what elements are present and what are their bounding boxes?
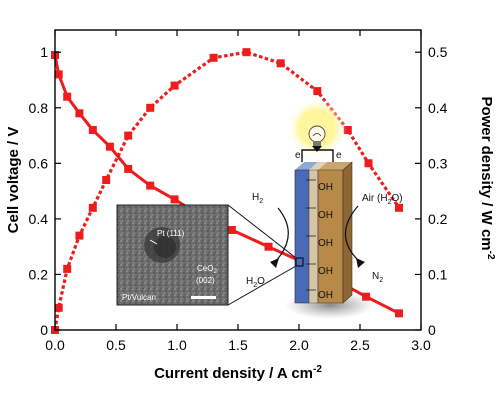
- data-point-power-density: [124, 131, 133, 140]
- x-tick-label: 1.5: [228, 337, 248, 353]
- data-point-cell-voltage: [75, 109, 84, 118]
- tem-label-002: (002): [196, 276, 215, 285]
- bulb-arrow: [312, 146, 322, 152]
- membrane-side: [308, 169, 319, 304]
- cathode-side: [342, 161, 353, 304]
- air-flow-arrow: [344, 205, 361, 263]
- y-left-tick-label: 1: [40, 44, 48, 60]
- oh-label-1: OH: [318, 182, 333, 193]
- data-point-power-density: [54, 303, 63, 312]
- data-point-cell-voltage: [124, 164, 133, 173]
- fuel-cell-schematic: e e OH OH OH OH OH H2 H2O: [246, 98, 403, 319]
- data-point-power-density: [343, 126, 352, 134]
- membrane-top: [309, 162, 327, 170]
- electron-label-right: e: [336, 150, 342, 161]
- air-flow-arrowhead: [356, 258, 365, 268]
- tem-label-pt: Pt (111): [157, 229, 185, 238]
- data-point-power-density: [75, 231, 84, 240]
- lightbulb-icon: [308, 125, 326, 147]
- oh-label-4: OH: [318, 266, 333, 277]
- label-h2-in: H2: [252, 192, 263, 205]
- data-point-cell-voltage: [170, 195, 179, 204]
- x-tick-label: 1.0: [167, 337, 187, 353]
- y-left-tick-label: 0.2: [29, 266, 49, 282]
- zoom-line-bottom: [227, 265, 297, 306]
- data-point-power-density: [313, 87, 322, 96]
- data-point-power-density: [242, 48, 251, 57]
- data-point-cell-voltage: [54, 70, 63, 79]
- hydroxide-ions: OH OH OH OH OH: [306, 179, 333, 301]
- tem-inset: Pt (111) CeO2 (002) Pt/Vulcan: [116, 204, 229, 306]
- oh-label-5: OH: [318, 290, 333, 301]
- y-right-tick-label: 0.1: [428, 266, 448, 282]
- anode-top: [295, 162, 318, 170]
- data-point-power-density: [88, 203, 97, 212]
- tem-scale-bar: [191, 296, 216, 299]
- oh-label-3: OH: [318, 238, 333, 249]
- left-y-axis-title: Cell voltage / V: [5, 127, 22, 234]
- y-left-tick-label: 0: [40, 322, 48, 338]
- right-y-axis-title: Power density / W cm-2: [478, 96, 496, 260]
- data-point-cell-voltage: [264, 242, 273, 251]
- data-point-cell-voltage: [88, 126, 97, 134]
- label-air-in: Air (H2O): [362, 193, 403, 206]
- data-point-power-density: [276, 59, 285, 68]
- data-point-cell-voltage: [395, 309, 403, 318]
- x-tick-label: 0.0: [45, 337, 65, 353]
- x-tick-label: 0.5: [106, 337, 126, 353]
- data-point-cell-voltage: [146, 181, 155, 190]
- anode-side: [294, 169, 310, 304]
- ticks-layer: 0.0 0.5 1.0 1.5 2.0 2.5 3.000.20.40.60.8100.10…: [29, 30, 448, 353]
- y-right-tick-label: 0: [428, 322, 436, 338]
- h2-flow-arrowhead: [270, 258, 279, 268]
- data-point-cell-voltage: [105, 142, 114, 151]
- tem-label-ceo2: CeO2: [197, 264, 217, 275]
- oh-label-2: OH: [318, 210, 333, 221]
- label-n2-out: N2: [372, 271, 383, 284]
- h2-flow-arrow: [274, 207, 289, 263]
- y-left-tick-label: 0.6: [29, 155, 49, 171]
- x-axis-title: Current density / A cm-2: [154, 364, 322, 382]
- data-point-power-density: [364, 159, 373, 168]
- x-tick-label: 2.0: [289, 337, 309, 353]
- data-point-power-density: [102, 176, 111, 184]
- zoom-box: [295, 257, 304, 267]
- data-point-cell-voltage: [227, 226, 236, 234]
- x-tick-label: 3.0: [411, 337, 431, 353]
- data-point-power-density: [209, 53, 218, 62]
- cathode-top: [318, 162, 352, 170]
- label-h2o-out: H2O: [246, 276, 265, 289]
- y-right-tick-label: 0.3: [428, 155, 448, 171]
- y-left-tick-label: 0.8: [29, 100, 49, 116]
- y-left-tick-label: 0.4: [29, 211, 49, 227]
- tem-label-pt-vulcan: Pt/Vulcan: [122, 293, 156, 302]
- data-point-cell-voltage: [63, 92, 72, 101]
- y-right-tick-label: 0.2: [428, 211, 448, 227]
- electron-label-left: e: [295, 150, 301, 161]
- x-tick-label: 2.5: [350, 337, 370, 353]
- data-point-power-density: [146, 103, 155, 112]
- data-point-power-density: [395, 203, 403, 212]
- data-point-power-density: [63, 264, 72, 273]
- y-right-tick-label: 0.4: [428, 100, 448, 116]
- data-point-power-density: [170, 81, 179, 90]
- y-right-tick-label: 0.5: [428, 44, 448, 60]
